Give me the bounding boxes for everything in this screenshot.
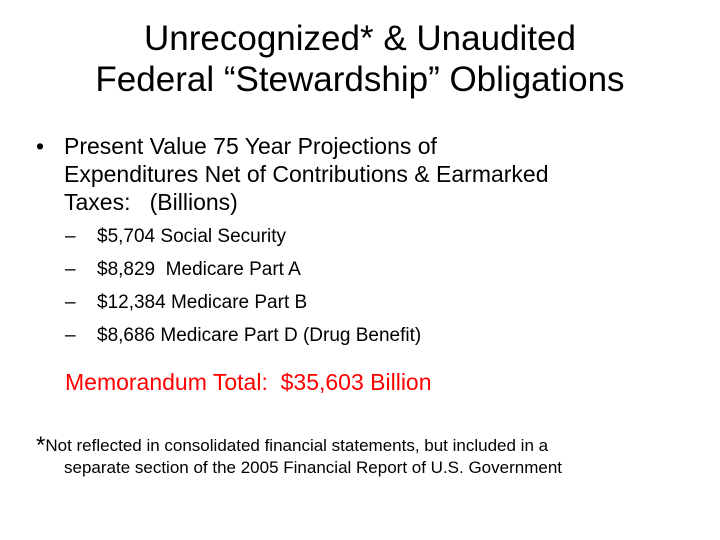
slide-title-line-1: Unrecognized* & Unaudited <box>144 19 576 58</box>
sub-bullet-medicare-part-a: – $8,829 Medicare Part A <box>65 259 696 281</box>
sub-bullet-dash: – <box>65 292 76 313</box>
footnote-asterisk: * <box>36 432 46 459</box>
main-bullet-line-1: Present Value 75 Year Projections of <box>64 133 437 159</box>
sub-bullet-medicare-part-d: – $8,686 Medicare Part D (Drug Benefit) <box>65 325 696 347</box>
slide-title: Unrecognized* & Unaudited Federal “Stewa… <box>0 18 720 100</box>
sub-bullet-dash: – <box>65 226 76 247</box>
main-bullet: • Present Value 75 Year Projections of E… <box>36 132 696 216</box>
footnote: * Not reflected in consolidated financia… <box>36 432 696 479</box>
sub-bullet-text: $12,384 Medicare Part B <box>97 292 308 313</box>
main-bullet-line-3: Taxes: (Billions) <box>64 189 238 215</box>
sub-bullet-dash: – <box>65 325 76 346</box>
sub-bullet-social-security: – $5,704 Social Security <box>65 226 696 248</box>
sub-bullet-medicare-part-b: – $12,384 Medicare Part B <box>65 292 696 314</box>
footnote-text-1: Not reflected in consolidated financial … <box>45 436 549 455</box>
bullet-dot: • <box>36 133 45 159</box>
sub-bullet-list: – $5,704 Social Security – $8,829 Medica… <box>65 226 696 347</box>
bullet-list: • Present Value 75 Year Projections of E… <box>36 132 696 396</box>
sub-bullet-dash: – <box>65 259 76 280</box>
memorandum-total: Memorandum Total: $35,603 Billion <box>65 369 432 395</box>
slide-title-line-2: Federal “Stewardship” Obligations <box>95 60 625 99</box>
sub-bullet-text: $8,829 Medicare Part A <box>97 259 301 280</box>
footnote-line-1: * Not reflected in consolidated financia… <box>36 432 696 459</box>
footnote-line-2: separate section of the 2005 Financial R… <box>64 458 562 477</box>
main-bullet-line-2: Expenditures Net of Contributions & Earm… <box>64 161 549 187</box>
sub-bullet-text: $8,686 Medicare Part D (Drug Benefit) <box>97 325 422 346</box>
sub-bullet-text: $5,704 Social Security <box>97 226 287 247</box>
main-bullet-text: Present Value 75 Year Projections of Exp… <box>64 132 696 216</box>
